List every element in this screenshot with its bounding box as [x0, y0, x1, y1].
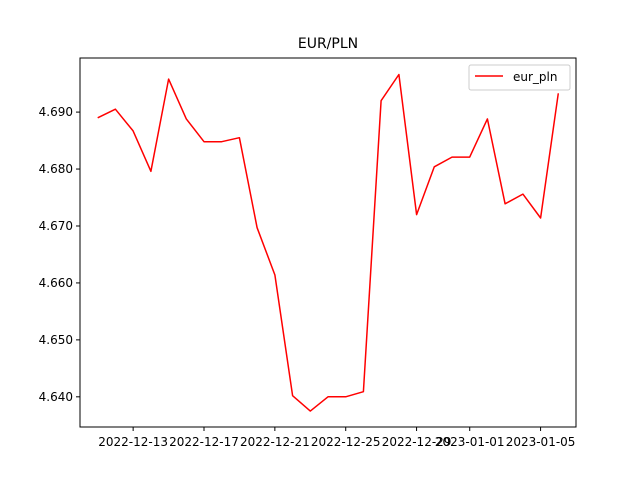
x-tick-label: 2022-12-17 [169, 435, 239, 449]
x-tick-label: 2023-01-01 [435, 435, 505, 449]
y-tick-label: 4.690 [39, 105, 73, 119]
y-tick-label: 4.640 [39, 390, 73, 404]
y-tick-label: 4.680 [39, 162, 73, 176]
x-tick-label: 2023-01-05 [506, 435, 576, 449]
chart-title: EUR/PLN [298, 36, 358, 52]
x-tick-label: 2022-12-21 [240, 435, 310, 449]
y-tick-label: 4.650 [39, 333, 73, 347]
y-tick-label: 4.670 [39, 219, 73, 233]
legend: eur_pln [469, 65, 570, 90]
x-tick-label: 2022-12-25 [311, 435, 381, 449]
y-tick-label: 4.660 [39, 276, 73, 290]
legend-label-eur-pln: eur_pln [513, 70, 557, 84]
x-tick-label: 2022-12-13 [98, 435, 168, 449]
